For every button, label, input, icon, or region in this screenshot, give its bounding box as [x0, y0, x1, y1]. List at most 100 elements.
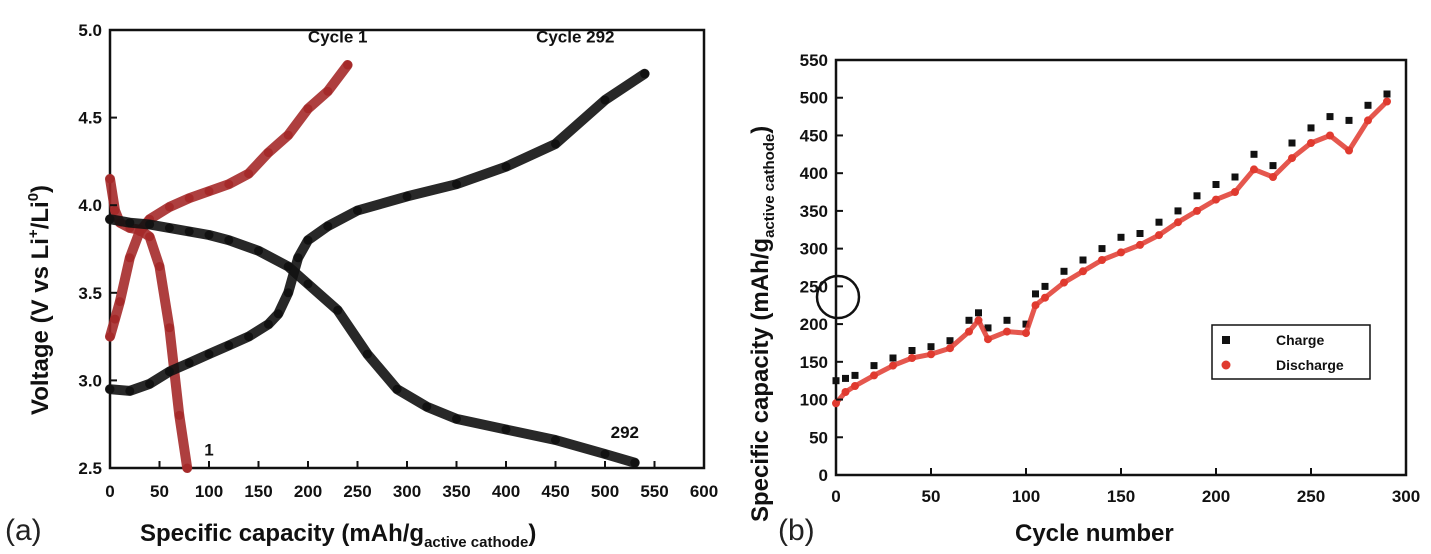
- plot-frame-b: [834, 58, 1408, 477]
- data-point: [224, 340, 234, 350]
- panel-label-b: (b): [778, 514, 815, 547]
- data-point: [1098, 256, 1106, 264]
- data-point: [263, 319, 273, 329]
- data-point: [1364, 101, 1372, 109]
- x-tick-label-b: 150: [1107, 487, 1135, 506]
- series-cycle-292-discharge: [105, 214, 640, 468]
- data-point: [889, 361, 897, 370]
- data-point: [115, 297, 125, 307]
- data-point: [333, 305, 343, 315]
- y-tick-label-b: 500: [800, 89, 828, 108]
- data-point: [1383, 97, 1391, 106]
- y-tick-label-b: 350: [800, 202, 828, 221]
- data-point: [1174, 207, 1182, 215]
- data-point: [1326, 131, 1334, 140]
- x-tick-label-a: 450: [541, 482, 569, 501]
- data-point: [1041, 282, 1049, 290]
- data-point: [1136, 240, 1144, 249]
- y-tick-label-b: 50: [809, 428, 828, 447]
- x-axis-label-b: Cycle number: [1015, 520, 1174, 547]
- y-ticks-a: 2.5 3.0 3.5 4.0 4.5 5.0: [78, 21, 117, 478]
- data-point: [927, 350, 935, 359]
- data-point: [283, 130, 293, 140]
- x-tick-label-b: 50: [922, 487, 941, 506]
- data-point: [1117, 233, 1125, 241]
- data-point: [1269, 162, 1277, 170]
- data-point: [1079, 256, 1087, 264]
- x-tick-label-b: 0: [831, 487, 840, 506]
- data-point: [452, 179, 461, 189]
- data-point: [254, 246, 263, 256]
- legend-charge-marker: [1222, 336, 1230, 344]
- data-point: [1136, 230, 1144, 237]
- x-tick-label-a: 200: [294, 482, 322, 501]
- x-tick-label-a: 300: [393, 482, 421, 501]
- data-point: [343, 60, 353, 70]
- x-tick-label-a: 150: [244, 482, 272, 501]
- data-point: [965, 327, 973, 336]
- data-point: [832, 399, 840, 408]
- data-point: [1193, 192, 1201, 200]
- data-point: [842, 374, 849, 382]
- series-group-a: [105, 60, 650, 473]
- data-point: [1269, 173, 1277, 181]
- y-tick-label-a: 5.0: [78, 21, 102, 40]
- data-point: [501, 162, 511, 172]
- y-tick-label-b: 400: [800, 164, 828, 183]
- data-point: [283, 288, 293, 298]
- series-charge: [832, 90, 1391, 385]
- data-point: [908, 354, 916, 362]
- data-point: [452, 414, 461, 424]
- data-point: [1326, 113, 1334, 121]
- x-tick-label-a: 0: [105, 482, 114, 501]
- data-point: [1060, 267, 1068, 275]
- y-tick-label-a: 4.5: [78, 109, 102, 128]
- annotations-a: Cycle 1 Cycle 292 1 292: [204, 27, 639, 459]
- data-point: [184, 193, 194, 203]
- data-point: [105, 332, 115, 342]
- series-line: [105, 60, 353, 342]
- data-point: [832, 377, 840, 385]
- data-point: [204, 186, 214, 196]
- x-tick-label-b: 200: [1202, 487, 1230, 506]
- annotation-label: 292: [611, 423, 639, 442]
- data-point: [145, 379, 155, 389]
- data-point: [1098, 245, 1106, 253]
- data-point: [164, 323, 174, 333]
- data-point: [105, 214, 115, 224]
- x-tick-label-b: 100: [1012, 487, 1040, 506]
- data-point: [1212, 181, 1220, 188]
- legend-discharge-marker: [1221, 360, 1231, 370]
- data-point: [392, 384, 402, 394]
- x-tick-label-a: 250: [343, 482, 371, 501]
- data-point: [125, 218, 135, 228]
- data-point: [293, 253, 303, 263]
- data-point: [1155, 218, 1163, 226]
- data-point: [1041, 293, 1049, 302]
- legend-charge-label: Charge: [1276, 332, 1324, 348]
- data-point: [984, 324, 992, 332]
- panel-a: 0 50 100 150 200 250 300 350 400 450 500 550 600 2.5…: [5, 21, 718, 551]
- panel-b: 0 50 100 150 200 250 300 0 50 100 150 200 250 300 350…: [747, 51, 1420, 547]
- data-point: [155, 262, 164, 271]
- series-group-b: [832, 90, 1391, 408]
- y-tick-label-b: 100: [800, 391, 828, 410]
- legend-discharge-label: Discharge: [1276, 357, 1344, 373]
- data-point: [1003, 327, 1011, 336]
- y-tick-label-b: 550: [800, 51, 828, 70]
- data-point: [630, 458, 640, 468]
- y-tick-label-b: 0: [819, 466, 828, 485]
- data-point: [145, 220, 155, 229]
- data-point: [1307, 124, 1315, 132]
- data-point: [224, 179, 234, 189]
- data-point: [353, 206, 362, 215]
- data-point: [908, 347, 916, 354]
- data-point: [1117, 248, 1125, 257]
- data-point: [174, 410, 184, 420]
- x-tick-label-b: 250: [1297, 487, 1325, 506]
- data-point: [600, 95, 610, 105]
- y-axis-label-b: Specific capacity (mAh/gactive cathode): [747, 126, 778, 522]
- data-point: [501, 425, 511, 434]
- y-tick-label-b: 300: [800, 240, 828, 259]
